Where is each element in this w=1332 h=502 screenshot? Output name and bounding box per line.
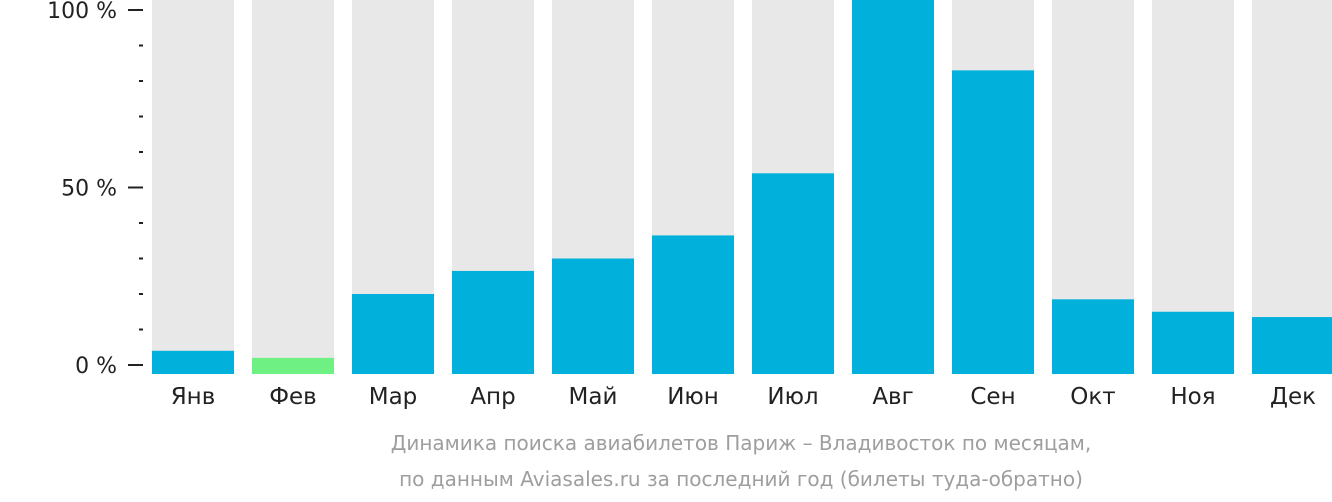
bar xyxy=(1152,311,1234,374)
bar-track xyxy=(152,0,234,374)
x-tick-label: Окт xyxy=(1070,384,1115,410)
bar-track xyxy=(1152,0,1234,374)
bar xyxy=(1052,299,1134,374)
x-tick-label: Фев xyxy=(269,384,317,410)
x-tick-label: Июн xyxy=(667,384,719,410)
x-tick-label: Сен xyxy=(970,384,1015,410)
y-tick-label: 0 % xyxy=(75,354,117,379)
bar xyxy=(952,70,1034,374)
bar xyxy=(1252,317,1332,374)
y-tick-label: 50 % xyxy=(61,177,117,202)
y-tick-label: 100 % xyxy=(47,0,117,24)
chart-caption-line-2: по данным Aviasales.ru за последний год … xyxy=(399,467,1083,491)
x-tick-label: Дек xyxy=(1270,384,1316,410)
chart-caption-line-1: Динамика поиска авиабилетов Париж – Влад… xyxy=(390,431,1092,455)
x-tick-label: Июл xyxy=(767,384,818,410)
bar xyxy=(152,350,234,374)
bar xyxy=(252,357,334,374)
bar xyxy=(352,294,434,374)
x-tick-label: Мар xyxy=(369,384,418,410)
bar-track xyxy=(1252,0,1332,374)
bar xyxy=(452,270,534,374)
bar xyxy=(852,0,934,374)
x-tick-label: Апр xyxy=(470,384,515,410)
bar xyxy=(652,235,734,374)
bar xyxy=(752,173,834,374)
x-tick-label: Янв xyxy=(171,384,216,410)
x-tick-label: Ноя xyxy=(1170,384,1215,410)
bar-chart: Янв Фев Мар Апр Май Июн Июл Авг Сен Окт Ноя Дек 0 % 5… xyxy=(47,0,1332,410)
x-tick-label: Май xyxy=(569,384,618,410)
bar xyxy=(552,258,634,374)
x-tick-label: Авг xyxy=(872,384,913,410)
bar-track xyxy=(252,0,334,374)
